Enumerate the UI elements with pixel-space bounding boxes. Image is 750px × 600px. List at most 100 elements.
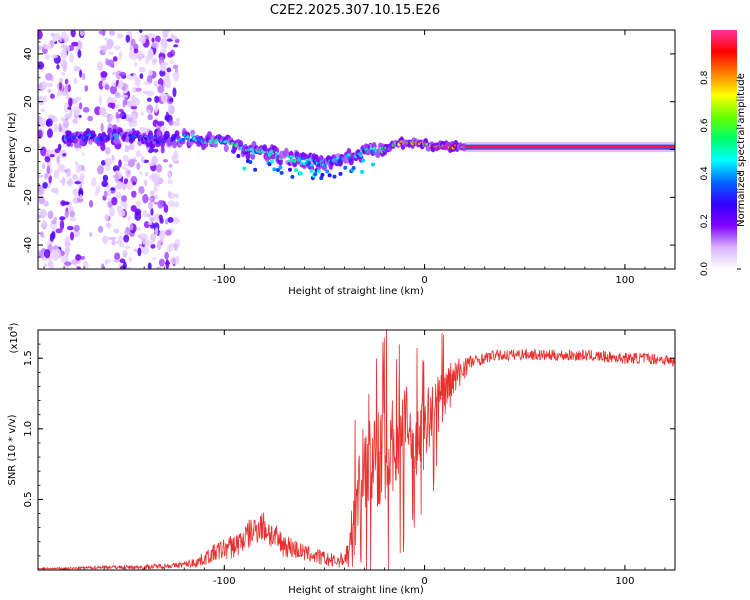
spectrogram-noise-cell xyxy=(128,50,134,59)
snr-scale-label: (x104) xyxy=(7,322,20,353)
spectrogram-noise-cell xyxy=(59,164,66,173)
spectrogram-noise-cell xyxy=(58,81,63,91)
spectrogram-noise-cell xyxy=(138,50,144,58)
snr-x-tick-label: 0 xyxy=(421,576,427,587)
colorbar-tick-label: 0.4 xyxy=(700,166,710,181)
spectrogram-noise-cell xyxy=(147,221,153,225)
spectrogram-noise-cell xyxy=(168,163,173,168)
spectrogram-noise-cell xyxy=(38,129,43,139)
spectrogram-noise-cell xyxy=(61,72,66,76)
spectrogram-noise-cell xyxy=(151,58,157,66)
spectrogram-noise-cell xyxy=(41,257,48,262)
spectrogram-noise-cell xyxy=(136,226,141,232)
spectrogram-y-axis-label: Frequency (Hz) xyxy=(7,112,18,188)
spectrogram-noise-cell xyxy=(47,89,52,93)
spectrogram-ridge-cell xyxy=(278,165,283,170)
spectrogram-ridge-cell xyxy=(293,159,297,163)
spectrogram-noise-cell xyxy=(103,190,108,198)
spectrogram-noise-cell xyxy=(173,243,178,251)
snr-y-tick-label: 1.0 xyxy=(23,421,34,437)
spectrogram-noise-cell xyxy=(134,77,141,88)
spectrogram-x-ticks: -100 0 100 xyxy=(43,30,666,286)
spectrogram-noise-cell xyxy=(40,108,46,113)
spectrogram-noise-cell xyxy=(168,200,175,208)
spectrogram-y-tick-label: -40 xyxy=(23,237,34,253)
spectrogram-x-tick-label: 0 xyxy=(421,275,427,286)
spectrogram-ridge-cell xyxy=(153,138,158,142)
spectrogram-noise-cell xyxy=(42,181,48,189)
spectrogram-ridge-cell xyxy=(250,151,255,155)
spectrogram-noise-cell xyxy=(108,207,115,217)
spectrogram-y-tick-label: -20 xyxy=(23,189,34,205)
spectrogram-noise-cell xyxy=(122,115,127,119)
spectrogram-ridge-cell xyxy=(309,169,314,174)
spectrogram-noise-cell xyxy=(52,248,57,258)
spectrogram-noise-cell xyxy=(157,199,164,209)
spectrogram-noise-cell xyxy=(64,78,69,85)
spectrogram-noise-cell xyxy=(45,73,53,81)
spectrogram-ridge-cell xyxy=(327,173,332,178)
spectrogram-noise-cell xyxy=(79,184,83,189)
spectrogram-noise-cell xyxy=(153,186,158,193)
spectrogram-noise-cell xyxy=(76,40,83,50)
spectrogram-noise-cell xyxy=(61,31,67,39)
spectrogram-noise-cell xyxy=(124,96,128,106)
spectrogram-noise-cell xyxy=(112,71,116,76)
spectrogram-ridge-cell xyxy=(343,165,348,170)
spectrogram-noise-cell xyxy=(152,148,159,153)
spectrogram-noise-cell xyxy=(41,213,49,217)
spectrogram-noise-cell xyxy=(133,248,138,252)
colorbar-gradient xyxy=(711,30,737,269)
spectrogram-noise-cell xyxy=(115,104,120,109)
spectrogram-noise-cell xyxy=(50,187,58,194)
spectrogram-noise-cell xyxy=(89,232,93,237)
snr-y-tick-label: 1.5 xyxy=(23,350,34,366)
spectrogram-noise-cell xyxy=(60,200,66,207)
spectrogram-noise-cell xyxy=(81,152,85,156)
spectrogram-noise-cell xyxy=(87,115,94,122)
spectrogram-noise-cell xyxy=(72,174,78,180)
spectrogram-noise-cell xyxy=(119,71,127,78)
spectrogram-ridge-cell xyxy=(316,169,321,174)
spectrogram-noise-cell xyxy=(73,65,81,72)
spectrogram-noise-cell xyxy=(164,115,169,121)
spectrogram-noise-cell xyxy=(115,191,122,200)
spectrogram-noise-cell xyxy=(53,169,60,179)
spectrogram-noise-cell xyxy=(170,35,178,41)
spectrogram-x-tick-label: 100 xyxy=(615,275,634,286)
spectrogram-noise-cell xyxy=(124,228,131,236)
spectrogram-noise-cell xyxy=(78,176,83,182)
spectrogram-noise-cell xyxy=(79,69,83,78)
spectrogram-noise-cell xyxy=(159,62,166,72)
spectrogram-noise-cell xyxy=(68,97,73,108)
spectrogram-noise-cell xyxy=(122,154,130,163)
spectrogram-noise-cell xyxy=(75,163,83,173)
spectrogram-noise-cell xyxy=(80,256,85,260)
spectrogram-noise-cell xyxy=(129,223,134,231)
spectrogram-panel: -100 0 100 -40 -20 0 20 40 Height of straight … xyxy=(7,29,676,297)
spectrogram-ridge-cell xyxy=(248,160,253,165)
spectrogram-ridge-cell xyxy=(359,154,363,158)
spectrogram-marks xyxy=(38,30,675,269)
spectrogram-noise-cell xyxy=(168,119,174,126)
spectrogram-noise-cell xyxy=(40,231,44,238)
spectrogram-ridge-cell xyxy=(287,167,292,172)
spectrogram-noise-cell xyxy=(79,194,83,200)
spectrogram-noise-cell xyxy=(132,86,137,94)
spectrogram-noise-cell xyxy=(88,200,94,208)
spectrogram-noise-cell xyxy=(118,50,123,61)
spectrogram-noise-cell xyxy=(151,37,155,43)
spectrogram-ridge-cell xyxy=(294,168,299,173)
spectrogram-noise-cell xyxy=(137,247,142,257)
spectrogram-noise-cell xyxy=(150,243,156,249)
spectrogram-ridge-halo xyxy=(206,131,212,139)
spectrogram-noise-cell xyxy=(130,38,136,47)
spectrogram-noise-cell xyxy=(64,84,69,93)
spectrogram-noise-cell xyxy=(73,77,78,84)
spectrogram-noise-cell xyxy=(129,45,134,52)
spectrogram-noise-cell xyxy=(135,200,142,208)
spectrogram-ridge-cell xyxy=(361,158,366,163)
spectrogram-noise-cell xyxy=(78,187,84,198)
spectrogram-noise-cell xyxy=(121,195,128,202)
spectrogram-steady-line xyxy=(464,145,675,149)
